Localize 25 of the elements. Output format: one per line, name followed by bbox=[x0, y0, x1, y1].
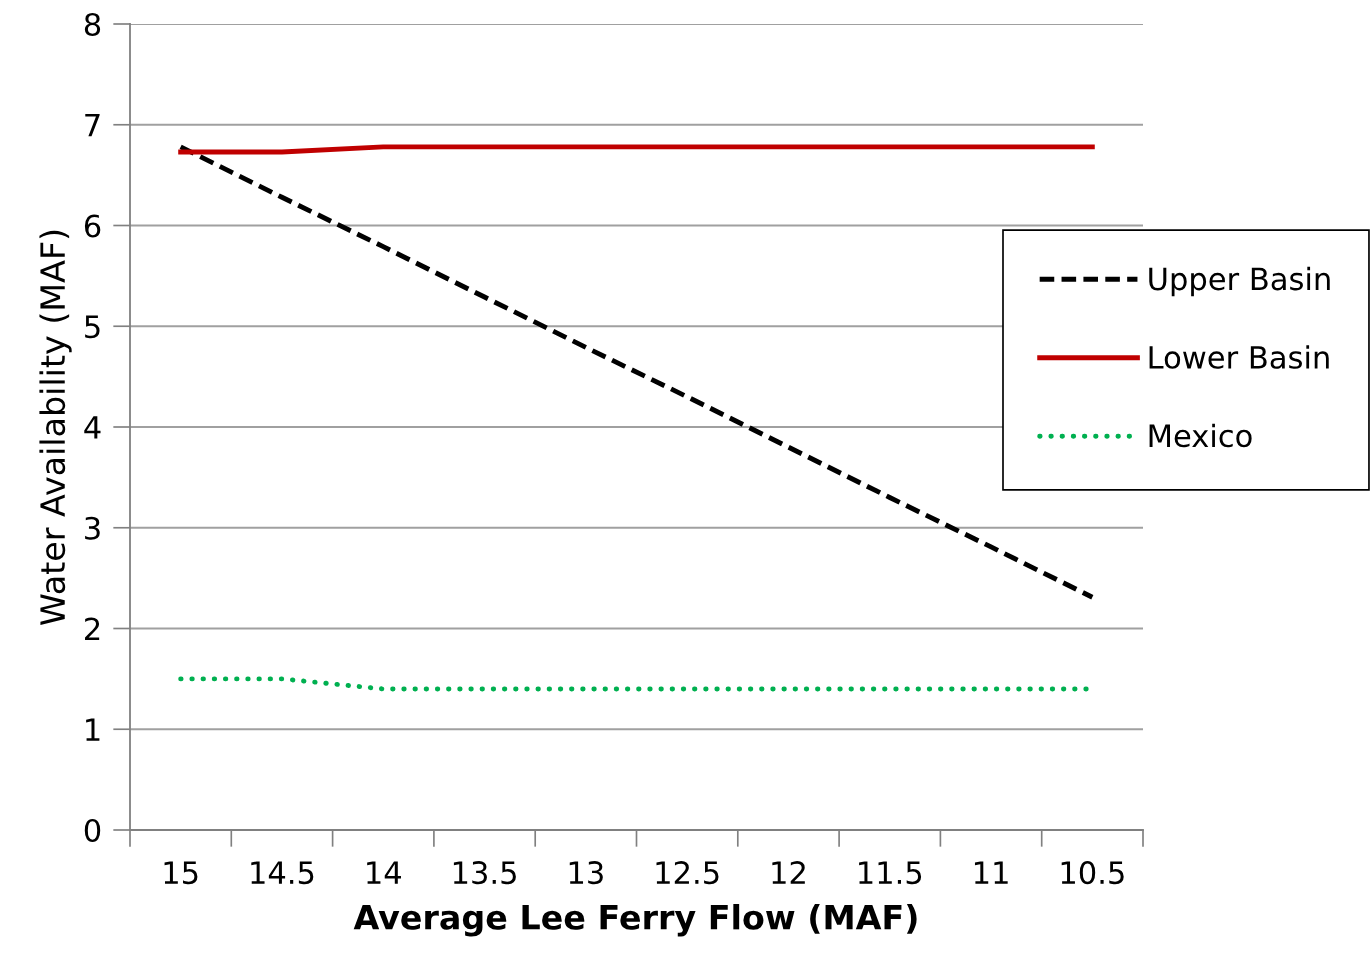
legend-label: Lower Basin bbox=[1149, 345, 1329, 369]
y-axis-title: Water Availability (MAF) bbox=[39, 230, 72, 625]
x-tick-label: 10.5 bbox=[1061, 861, 1124, 885]
x-tick-label: 11.5 bbox=[859, 861, 922, 885]
x-tick-label: 15 bbox=[164, 861, 198, 885]
x-tick-label: 11 bbox=[974, 861, 1008, 884]
x-tick-label: 13.5 bbox=[453, 861, 516, 885]
y-tick-label: 6 bbox=[84, 214, 101, 238]
x-axis-title: Average Lee Ferry Flow (MAF) bbox=[353, 904, 917, 937]
x-tick-label: 12.5 bbox=[656, 861, 719, 885]
x-tick-label: 12 bbox=[772, 861, 805, 884]
x-tick-label: 13 bbox=[569, 861, 603, 885]
line-series bbox=[178, 144, 1095, 600]
y-tick-label: 3 bbox=[85, 516, 100, 540]
legend-label: Mexico bbox=[1149, 423, 1252, 448]
y-tick-label: 1 bbox=[86, 718, 100, 741]
y-tick-label: 7 bbox=[85, 114, 100, 137]
y-tick-label: 8 bbox=[84, 12, 101, 37]
y-tick-label: 5 bbox=[85, 315, 100, 339]
y-tick-label: 4 bbox=[84, 416, 101, 439]
x-tick-label: 14 bbox=[367, 861, 401, 884]
x-tick-label: 14.5 bbox=[251, 861, 314, 885]
legend-label: Upper Basin bbox=[1149, 266, 1330, 297]
y-tick-label: 2 bbox=[85, 617, 100, 641]
y-tick-label: 0 bbox=[84, 818, 101, 843]
